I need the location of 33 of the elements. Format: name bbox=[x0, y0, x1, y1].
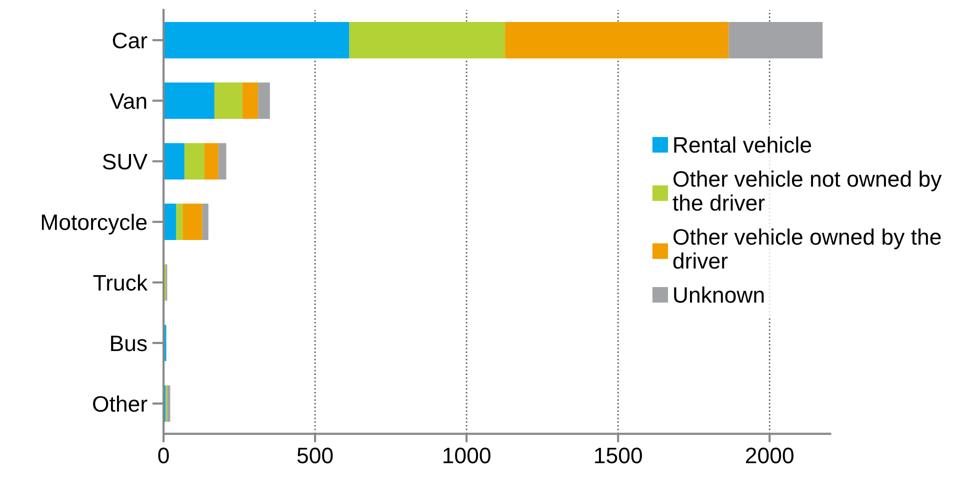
y-tick-label: Van bbox=[110, 93, 146, 109]
x-tick-label: 500 bbox=[297, 448, 333, 464]
bar bbox=[164, 82, 214, 119]
bar bbox=[214, 82, 242, 119]
bar bbox=[242, 82, 258, 119]
y-tick-label: Bus bbox=[111, 336, 147, 352]
bar bbox=[505, 22, 729, 58]
y-tick-label: Car bbox=[112, 32, 148, 48]
bar bbox=[164, 143, 184, 180]
y-tick-label: Truck bbox=[93, 274, 148, 291]
y-tick-label: SUV bbox=[102, 154, 148, 170]
bar bbox=[176, 204, 183, 240]
bar bbox=[349, 22, 506, 58]
legend-label: Other vehicle not owned by the driver bbox=[672, 170, 942, 211]
x-tick-label: 1500 bbox=[595, 448, 642, 464]
bar bbox=[258, 82, 270, 119]
legend-label: Rental vehicle bbox=[674, 136, 812, 153]
bar bbox=[182, 204, 202, 240]
bar bbox=[164, 204, 176, 240]
bar bbox=[218, 143, 226, 180]
y-tick-label: Motorcycle bbox=[42, 214, 147, 235]
bar bbox=[202, 204, 208, 240]
bar bbox=[184, 143, 204, 180]
bar bbox=[728, 22, 823, 58]
y-tick-label: Other bbox=[93, 396, 148, 412]
legend-label: Other vehicle owned by the driver bbox=[673, 228, 941, 269]
bar bbox=[164, 22, 350, 58]
legend-label: Unknown bbox=[674, 286, 764, 303]
x-tick-label: 1000 bbox=[444, 448, 490, 464]
x-tick-label: 0 bbox=[158, 448, 169, 464]
x-tick-label: 2000 bbox=[746, 448, 794, 464]
bar bbox=[167, 385, 170, 422]
bar bbox=[204, 143, 218, 180]
